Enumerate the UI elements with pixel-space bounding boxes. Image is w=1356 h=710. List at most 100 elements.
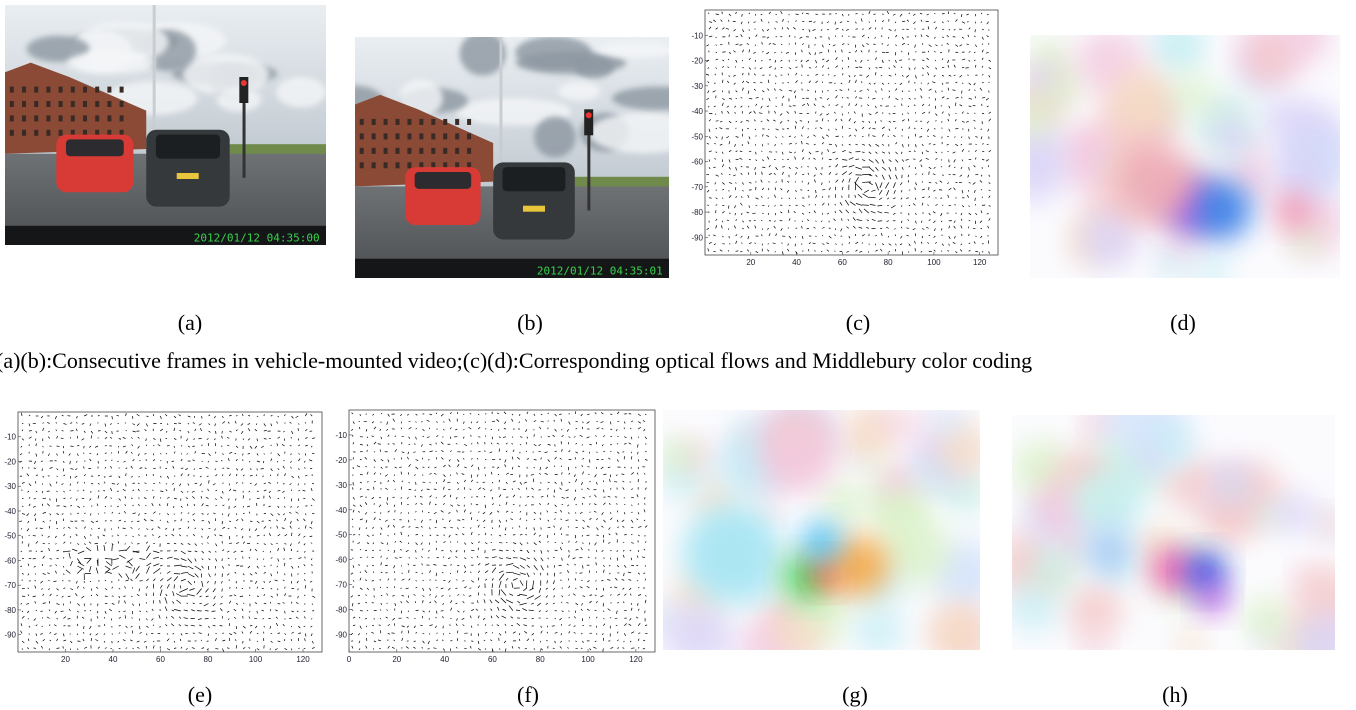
y-tick-label: -10 bbox=[4, 433, 16, 442]
window bbox=[71, 101, 75, 107]
timestamp: 2012/01/12 04:35:00 bbox=[194, 231, 320, 244]
y-tick-label: -30 bbox=[335, 481, 347, 490]
window bbox=[95, 115, 99, 121]
timestamp: 2012/01/12 04:35:01 bbox=[537, 264, 663, 277]
x-tick-label: 120 bbox=[296, 655, 310, 664]
x-tick-label: 80 bbox=[204, 655, 213, 664]
flow-vector bbox=[802, 221, 803, 222]
axes-box bbox=[349, 410, 655, 652]
window bbox=[83, 101, 87, 107]
window bbox=[120, 115, 124, 121]
window bbox=[407, 119, 411, 125]
window bbox=[83, 115, 87, 121]
flow-vector bbox=[842, 114, 843, 116]
panel-label: (a) bbox=[178, 310, 202, 335]
flow-vector bbox=[42, 617, 43, 618]
window bbox=[396, 148, 400, 154]
y-tick-label: -70 bbox=[335, 581, 347, 590]
panel-label: (h) bbox=[1162, 682, 1188, 707]
color-blob bbox=[1175, 74, 1212, 111]
flow-vector bbox=[478, 512, 479, 513]
y-tick-label: -20 bbox=[335, 456, 347, 465]
window bbox=[372, 119, 376, 125]
flow-vector bbox=[471, 451, 472, 452]
y-tick-label: -90 bbox=[691, 233, 703, 242]
motion-blob bbox=[683, 504, 783, 604]
flow-vector bbox=[450, 495, 451, 497]
y-tick-label: -40 bbox=[335, 506, 347, 515]
plate bbox=[523, 206, 545, 212]
flow-vector bbox=[298, 528, 299, 529]
y-tick-label: -30 bbox=[4, 482, 16, 491]
red-light bbox=[241, 80, 247, 86]
color-coding bbox=[993, 398, 1356, 681]
y-tick-label: -20 bbox=[691, 57, 703, 66]
x-tick-label: 60 bbox=[838, 258, 847, 267]
flow-vector bbox=[195, 528, 196, 529]
window bbox=[467, 133, 471, 139]
window bbox=[407, 148, 411, 154]
window bbox=[467, 148, 471, 154]
flow-vector bbox=[243, 454, 244, 456]
window bbox=[407, 133, 411, 139]
window bbox=[443, 119, 447, 125]
window bbox=[34, 115, 38, 121]
color-blob bbox=[1076, 477, 1119, 520]
flow-vector bbox=[381, 556, 382, 558]
x-tick-label: 100 bbox=[581, 655, 595, 664]
color-blob bbox=[1133, 446, 1161, 474]
cloud bbox=[460, 32, 506, 76]
motion-blob bbox=[802, 522, 842, 562]
y-tick-label: -50 bbox=[335, 531, 347, 540]
color-blob bbox=[1003, 141, 1065, 203]
color-blob bbox=[1291, 225, 1321, 255]
window bbox=[372, 133, 376, 139]
color-blob bbox=[1023, 64, 1053, 94]
window bbox=[372, 162, 376, 168]
flow-vector bbox=[582, 444, 583, 445]
y-tick-label: -90 bbox=[4, 631, 16, 640]
window bbox=[455, 119, 459, 125]
color-blob bbox=[1316, 511, 1342, 537]
color-blob bbox=[778, 614, 824, 660]
window bbox=[443, 133, 447, 139]
flow-vector bbox=[457, 520, 460, 521]
color-blob bbox=[1277, 494, 1318, 535]
window bbox=[34, 101, 38, 107]
y-tick-label: -80 bbox=[691, 208, 703, 217]
flow-vector bbox=[208, 461, 209, 462]
window bbox=[22, 101, 26, 107]
flow-vector bbox=[555, 518, 556, 520]
dark-car-window bbox=[503, 167, 566, 191]
window bbox=[34, 130, 38, 136]
x-tick-label: 40 bbox=[792, 258, 801, 267]
x-tick-label: 40 bbox=[440, 655, 449, 664]
flow-vector bbox=[278, 604, 281, 605]
y-tick-label: -30 bbox=[691, 82, 703, 91]
y-tick-label: -60 bbox=[691, 158, 703, 167]
flow-vector bbox=[374, 618, 375, 619]
window bbox=[455, 148, 459, 154]
window bbox=[46, 115, 50, 121]
panel-label: (e) bbox=[188, 682, 212, 707]
flow-vector bbox=[795, 244, 796, 247]
window bbox=[59, 101, 63, 107]
motion-blob bbox=[1114, 141, 1194, 221]
cloud bbox=[558, 81, 601, 100]
y-tick-label: -50 bbox=[4, 532, 16, 541]
flow-vector bbox=[492, 583, 493, 588]
flow-vector bbox=[367, 565, 368, 566]
color-blob bbox=[1217, 471, 1250, 504]
window bbox=[22, 87, 26, 93]
flow-vector bbox=[291, 602, 292, 604]
x-tick-label: 80 bbox=[536, 655, 545, 664]
window bbox=[83, 87, 87, 93]
flow-vector bbox=[748, 106, 749, 107]
cloud bbox=[596, 42, 675, 58]
window bbox=[419, 148, 423, 154]
flow-vector bbox=[401, 422, 402, 424]
x-tick-label: 80 bbox=[884, 258, 893, 267]
y-tick-label: -10 bbox=[335, 431, 347, 440]
dark-car-window bbox=[156, 135, 220, 159]
color-blob bbox=[822, 481, 864, 523]
